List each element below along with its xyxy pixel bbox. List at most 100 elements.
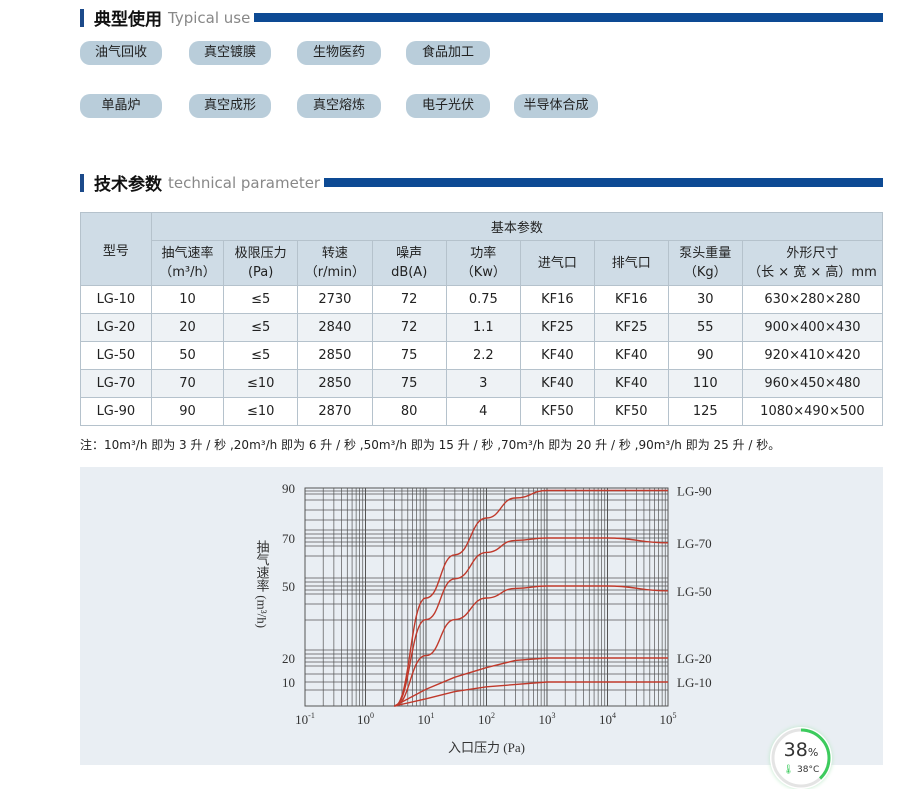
value-cell: 125 bbox=[667, 397, 743, 426]
heading-en: technical parameter bbox=[168, 173, 321, 192]
x-tick-label: 101 bbox=[418, 711, 435, 727]
value-cell: 20 bbox=[150, 313, 225, 342]
x-tick-label: 105 bbox=[660, 711, 677, 727]
heading-rule bbox=[254, 13, 883, 22]
value-cell: 75 bbox=[371, 369, 447, 398]
application-tag: 单晶炉 bbox=[80, 94, 162, 118]
value-cell: ≤5 bbox=[223, 285, 299, 314]
series-label: LG-50 bbox=[677, 584, 712, 599]
column-header: 功率 （Kw） bbox=[445, 240, 521, 286]
value-cell: 2730 bbox=[297, 285, 373, 314]
x-tick-label: 10-1 bbox=[295, 711, 315, 727]
value-cell: ≤10 bbox=[223, 397, 299, 426]
column-header: 转速 （r/min） bbox=[297, 240, 373, 286]
value-cell: ≤5 bbox=[223, 313, 299, 342]
typical-use-heading: 典型使用 Typical use bbox=[80, 5, 883, 30]
application-tag: 真空熔炼 bbox=[297, 94, 381, 118]
performance-widget[interactable]: 38% 🌡 38°C bbox=[770, 727, 832, 789]
column-header-line: 外形尺寸 bbox=[786, 246, 839, 261]
x-tick-label: 104 bbox=[599, 711, 616, 727]
column-header-line: 排气口 bbox=[611, 255, 651, 271]
value-cell: 55 bbox=[667, 313, 743, 342]
application-tag: 真空镀膜 bbox=[189, 41, 271, 65]
y-tick-label: 90 bbox=[282, 481, 295, 496]
series-line-lg-90 bbox=[394, 489, 668, 707]
value-cell: 90 bbox=[150, 397, 225, 426]
value-cell: KF40 bbox=[519, 341, 595, 370]
value-cell: KF40 bbox=[593, 341, 669, 370]
percent-value: 38 bbox=[783, 739, 808, 761]
column-header-line: （m³/h） bbox=[159, 265, 216, 280]
value-cell: 1.1 bbox=[445, 313, 521, 342]
heading-marker bbox=[80, 173, 84, 192]
progress-ring bbox=[771, 728, 831, 788]
column-header-line: dB(A) bbox=[391, 265, 428, 280]
column-header-line: 泵头重量 bbox=[679, 246, 732, 261]
x-tick-label: 102 bbox=[478, 711, 495, 727]
heading-marker bbox=[80, 8, 84, 27]
chart-panel bbox=[80, 467, 883, 765]
heading-cn: 技术参数 bbox=[94, 175, 162, 195]
heading-cn: 典型使用 bbox=[94, 10, 162, 30]
value-cell: 110 bbox=[667, 369, 743, 398]
value-cell: ≤5 bbox=[223, 341, 299, 370]
tech-heading: 技术参数 technical parameter bbox=[80, 170, 883, 195]
application-tag: 电子光伏 bbox=[406, 94, 490, 118]
x-tick-label: 103 bbox=[539, 711, 556, 727]
value-cell: KF50 bbox=[593, 397, 669, 426]
column-header-line: （r/min） bbox=[304, 265, 365, 280]
temperature-value: 38°C bbox=[797, 765, 820, 775]
column-header-line: 极限压力 bbox=[234, 246, 287, 261]
column-header-line: 进气口 bbox=[537, 255, 577, 271]
column-header: 抽气速率 （m³/h） bbox=[150, 240, 225, 286]
series-line-lg-50 bbox=[394, 585, 669, 707]
column-header-line: （长 × 宽 × 高）mm bbox=[748, 265, 877, 280]
column-header-line: （Kw） bbox=[460, 265, 506, 280]
column-header-line: 转速 bbox=[321, 246, 348, 261]
value-cell: KF50 bbox=[519, 397, 595, 426]
spec-table: 型号 基本参数 抽气速率 （m³/h） 极限压力 (Pa) 转速 （r/min） 噪声 dB(A… bbox=[80, 212, 884, 426]
column-header-line: (Pa) bbox=[247, 265, 274, 280]
series-label: LG-90 bbox=[677, 484, 712, 499]
value-cell: KF40 bbox=[519, 369, 595, 398]
value-cell: 2850 bbox=[297, 341, 373, 370]
application-tag: 半导体合成 bbox=[514, 94, 598, 118]
value-cell: 90 bbox=[667, 341, 743, 370]
value-cell: 2850 bbox=[297, 369, 373, 398]
column-header: 极限压力 (Pa) bbox=[223, 240, 299, 286]
model-header: 型号 bbox=[80, 212, 152, 286]
value-cell: 960×450×480 bbox=[741, 369, 884, 398]
value-cell: KF40 bbox=[593, 369, 669, 398]
column-header-line: 噪声 bbox=[396, 246, 423, 261]
application-tag: 生物医药 bbox=[297, 41, 381, 65]
value-cell: KF16 bbox=[593, 285, 669, 314]
value-cell: 3 bbox=[445, 369, 521, 398]
value-cell: 900×400×430 bbox=[741, 313, 884, 342]
group-header: 基本参数 bbox=[150, 212, 884, 241]
heading-en: Typical use bbox=[168, 8, 251, 27]
application-tag: 真空成形 bbox=[189, 94, 271, 118]
value-cell: 10 bbox=[150, 285, 225, 314]
x-tick-label: 100 bbox=[357, 711, 374, 727]
value-cell: KF25 bbox=[519, 313, 595, 342]
table-row: LG-70 70 ≤10 2850 75 3 KF40 KF40 110 960×450×480 bbox=[80, 369, 884, 398]
value-cell: 4 bbox=[445, 397, 521, 426]
table-note: 注：10m³/h 即为 3 升 / 秒 ,20m³/h 即为 6 升 / 秒 ,… bbox=[80, 438, 781, 452]
value-cell: 80 bbox=[371, 397, 447, 426]
series-label: LG-70 bbox=[677, 536, 712, 551]
x-axis-label: 入口压力 (Pa) bbox=[448, 740, 525, 755]
thermometer-icon: 🌡 bbox=[782, 765, 795, 775]
application-tag: 油气回收 bbox=[80, 41, 162, 65]
column-header-line: 抽气速率 bbox=[161, 246, 214, 261]
table-row: LG-90 90 ≤10 2870 80 4 KF50 KF50 125 1080×490×500 bbox=[80, 397, 884, 426]
application-tag: 食品加工 bbox=[406, 41, 490, 65]
y-tick-label: 10 bbox=[282, 675, 295, 690]
model-cell: LG-90 bbox=[80, 397, 152, 426]
column-header: 噪声 dB(A) bbox=[371, 240, 447, 286]
value-cell: 30 bbox=[667, 285, 743, 314]
value-cell: 50 bbox=[150, 341, 225, 370]
series-label: LG-20 bbox=[677, 651, 712, 666]
value-cell: 2870 bbox=[297, 397, 373, 426]
column-header: 进气口 bbox=[519, 240, 595, 286]
